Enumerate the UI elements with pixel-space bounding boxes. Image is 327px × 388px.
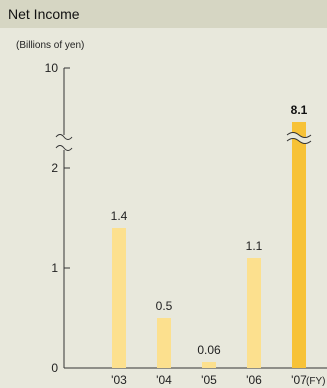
x-tick-label: '07: [291, 373, 307, 387]
bar: [247, 258, 261, 368]
x-tick-label: '03: [111, 373, 127, 387]
y-tick-label: 1: [51, 261, 58, 275]
bar-value-label: 8.1: [291, 103, 308, 117]
y-axis-break-mark: [55, 134, 73, 140]
chart-title: Net Income: [8, 6, 80, 22]
bar: [157, 318, 171, 368]
y-tick-label: 10: [45, 61, 59, 75]
x-tick-label: '06: [246, 373, 262, 387]
y-tick-label: 0: [51, 361, 58, 375]
x-axis-suffix: (FY): [306, 376, 325, 387]
bar: [202, 362, 216, 368]
x-tick-label: '05: [201, 373, 217, 387]
bar-break-mark: [286, 138, 312, 144]
bar: [112, 228, 126, 368]
bar-break-mark: [286, 132, 312, 138]
bar-value-label: 0.06: [197, 343, 221, 357]
y-tick-label: 2: [51, 161, 58, 175]
x-tick-label: '04: [156, 373, 172, 387]
bar-value-label: 1.4: [111, 209, 128, 223]
header-band: [0, 0, 327, 28]
unit-label: (Billions of yen): [16, 40, 85, 51]
bar: [292, 122, 306, 368]
bar-value-label: 0.5: [156, 299, 173, 313]
y-axis-break-mark: [55, 145, 73, 151]
bar-value-label: 1.1: [246, 239, 263, 253]
bar-break-gap: [289, 132, 309, 144]
